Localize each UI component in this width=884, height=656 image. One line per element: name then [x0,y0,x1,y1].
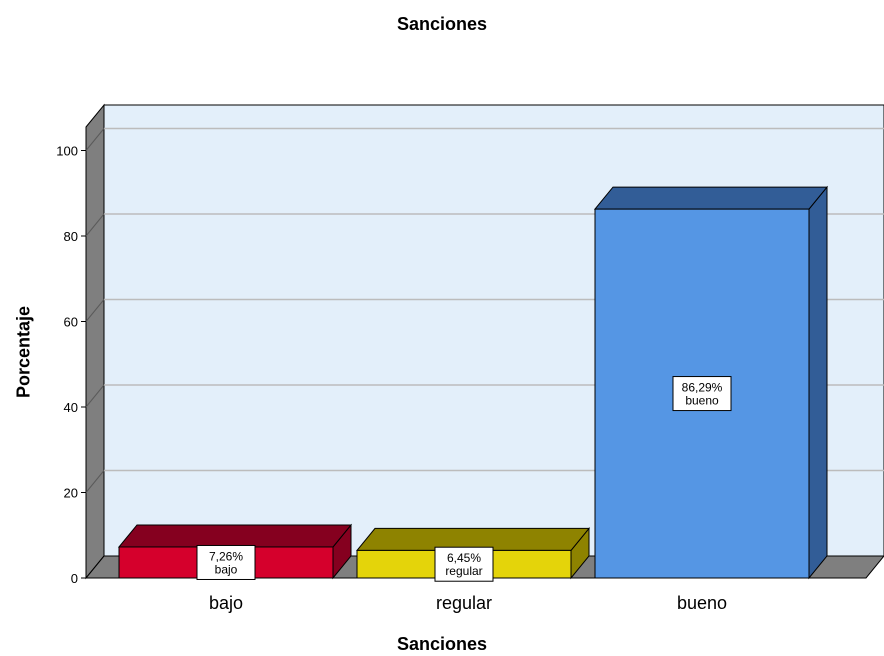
x-tick-label: regular [436,593,492,613]
data-label-category: bueno [685,394,719,408]
data-label-category: regular [445,564,482,578]
data-label: 6,45%regular [434,546,494,582]
data-label-value: 86,29% [682,381,723,395]
y-tick-label: 40 [64,400,78,415]
gridline [85,299,105,322]
x-axis-ticks: bajo regular bueno [209,593,727,613]
data-label-box [672,376,732,412]
gridline [85,128,105,151]
gridline [85,470,105,493]
y-axis-ticks: 0 20 40 60 80 100 [56,144,86,586]
data-label-box [196,544,256,580]
data-label-value: 7,26% [209,549,243,563]
bar-top [593,186,829,210]
data-label-value: 6,45% [447,551,481,565]
y-tick-label: 100 [56,144,78,159]
left-wall [85,103,105,580]
data-label: 7,26%bajo [196,544,256,580]
chart-title: Sanciones [396,14,488,34]
x-axis-title: Sanciones [396,634,488,654]
data-labels: 7,26%bajo 6,45%regular 86,29%bueno [196,376,732,582]
y-tick-label: 20 [64,486,78,501]
data-label: 86,29%bueno [672,376,732,412]
data-label-box [434,546,494,582]
data-label-category: bajo [215,562,238,576]
x-tick-label: bueno [677,593,727,613]
bar-side [808,185,828,580]
y-tick-label: 0 [71,571,78,586]
y-tick-label: 80 [64,229,78,244]
gridline [85,384,105,408]
bar-top [117,524,353,548]
y-tick-label: 60 [64,315,78,330]
x-tick-label: bajo [209,593,243,613]
gridline [85,213,105,237]
